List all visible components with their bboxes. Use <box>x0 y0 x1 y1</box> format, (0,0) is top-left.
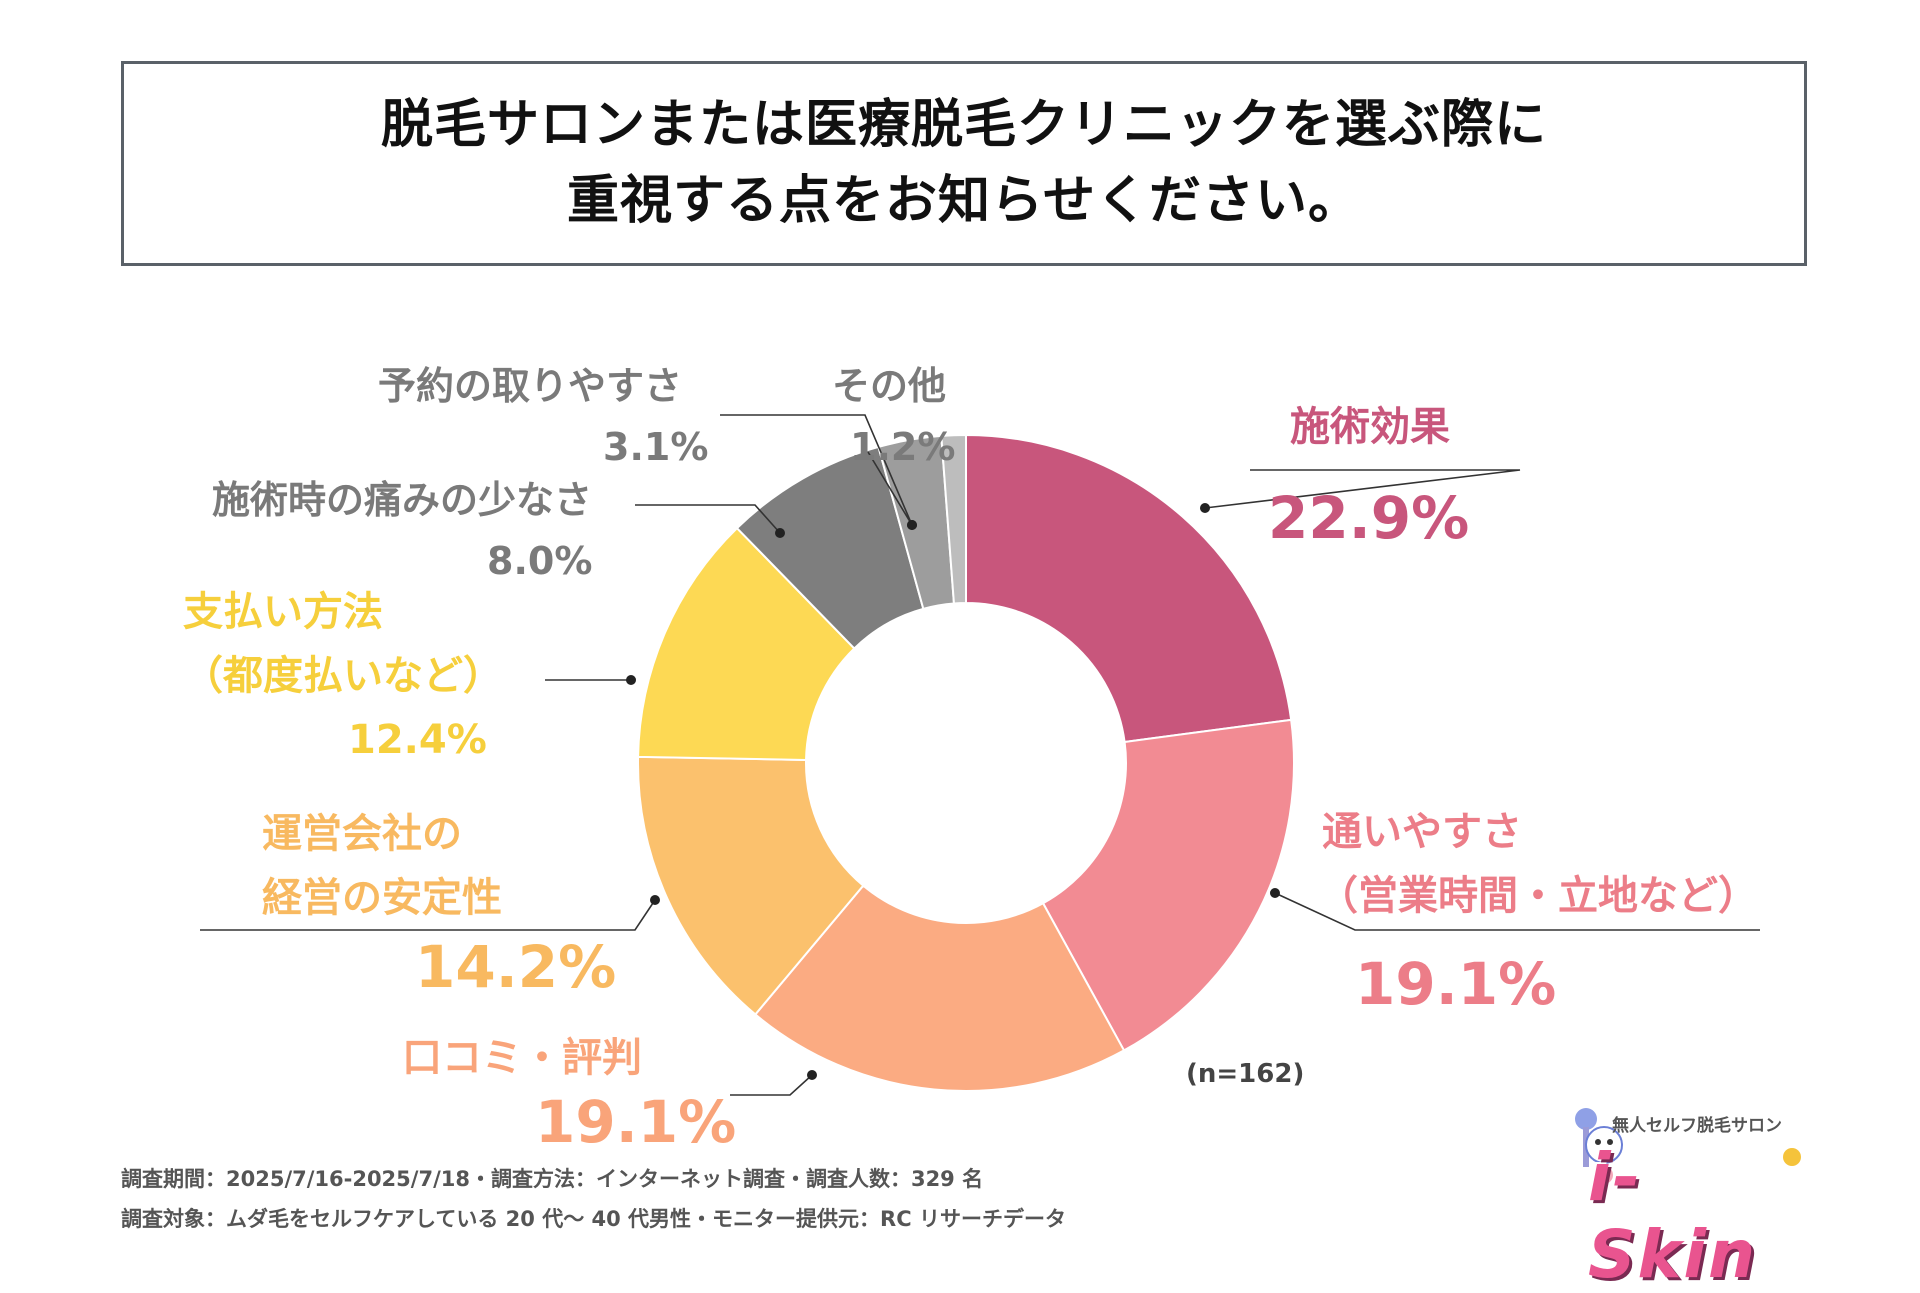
leader-dot-pain <box>775 528 785 538</box>
leader-line-effect <box>1204 469 1521 509</box>
label-booking: 予約の取りやすさ 3.1% <box>378 356 708 478</box>
slice-name-access-1: 通いやすさ <box>1322 809 1522 855</box>
slice-name-access-2: （営業時間・立地など） <box>1318 873 1758 919</box>
leader-dot-access <box>1270 888 1280 898</box>
brand-logo: 無人セルフ脱毛サロン i-Skin <box>1560 1105 1810 1293</box>
donut-slice-effect <box>965 433 1293 744</box>
slice-name-company-1: 運営会社の <box>262 811 462 857</box>
label-reviews-pct: 19.1% <box>535 1082 736 1163</box>
label-other: その他 1.2% <box>832 356 955 478</box>
leader-line-reviews <box>730 1074 813 1096</box>
label-company: 運営会社の 経営の安定性 <box>262 802 502 930</box>
slice-value-payment: 12.4% <box>348 717 487 763</box>
slice-name-other: その他 <box>832 364 947 408</box>
label-payment: 支払い方法 （都度払いなど） 12.4% <box>183 580 503 772</box>
leader-line-access <box>1274 892 1760 931</box>
leader-line-pain <box>635 504 781 534</box>
title-box: 脱毛サロンまたは医療脱毛クリニックを選ぶ際に 重視する点をお知らせください。 <box>121 61 1807 266</box>
sample-size-note: (n=162) <box>1186 1059 1305 1089</box>
chart-title-line-1: 脱毛サロンまたは医療脱毛クリニックを選ぶ際に <box>380 95 1547 156</box>
label-effect: 施術効果 <box>1290 395 1450 459</box>
mascot-icon <box>1575 1108 1801 1186</box>
chart-title-line-2: 重視する点をお知らせください。 <box>567 170 1361 231</box>
logo-brand: i-Skin <box>1588 1139 1758 1293</box>
slice-value-company: 14.2% <box>415 933 617 1001</box>
leader-dot-effect <box>1200 503 1210 513</box>
slice-value-pain: 8.0% <box>487 538 593 583</box>
slice-name-payment-1: 支払い方法 <box>183 589 383 635</box>
slice-value-other: 1.2% <box>850 424 956 469</box>
donut-slice-access <box>1041 718 1296 1052</box>
donut-slice-company <box>637 755 865 1016</box>
slice-value-effect: 22.9% <box>1268 484 1470 552</box>
logo-tagline: 無人セルフ脱毛サロン <box>1612 1116 1782 1136</box>
slice-value-booking: 3.1% <box>603 424 709 469</box>
donut-slice-payment <box>637 526 856 762</box>
donut-slice-reviews <box>753 884 1126 1092</box>
footer-line-2: 調査対象：ムダ毛をセルフケアしている 20 代〜 40 代男性・モニター提供元：… <box>121 1207 1066 1231</box>
label-reviews: 口コミ・評判 <box>402 1026 642 1090</box>
label-access-pct: 19.1% <box>1355 944 1556 1025</box>
slice-name-booking: 予約の取りやすさ <box>378 364 683 408</box>
leader-dot-payment <box>626 675 636 685</box>
leader-line-other <box>867 451 913 526</box>
leader-dot-other <box>907 520 917 530</box>
label-effect-pct: 22.9% <box>1268 478 1469 559</box>
slice-value-reviews: 19.1% <box>535 1088 737 1156</box>
slice-name-effect: 施術効果 <box>1290 404 1450 450</box>
slice-name-payment-2: （都度払いなど） <box>183 653 503 699</box>
leader-line-booking <box>720 414 913 526</box>
slice-name-reviews: 口コミ・評判 <box>402 1035 642 1081</box>
label-company-pct: 14.2% <box>415 927 616 1008</box>
leader-line-company <box>200 899 656 931</box>
label-pain: 施術時の痛みの少なさ 8.0% <box>212 470 592 592</box>
leader-dot-reviews <box>807 1070 817 1080</box>
donut-slice-other <box>940 433 967 605</box>
slice-value-access: 19.1% <box>1355 950 1557 1018</box>
footer-line-1: 調査期間：2025/7/16-2025/7/18・調査方法：インターネット調査・… <box>121 1167 984 1191</box>
label-access: 通いやすさ （営業時間・立地など） <box>1318 800 1758 928</box>
leader-dot-company <box>650 895 660 905</box>
slice-name-company-2: 経営の安定性 <box>262 875 502 921</box>
slice-name-pain: 施術時の痛みの少なさ <box>212 478 593 522</box>
